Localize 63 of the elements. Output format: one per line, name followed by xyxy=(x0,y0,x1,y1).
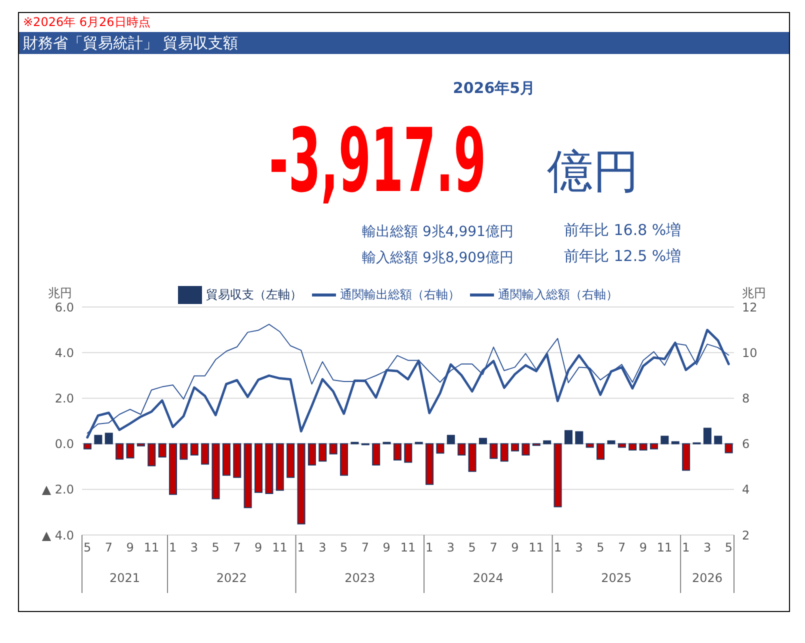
chart-title: 財務省「貿易統計」 貿易収支額 xyxy=(19,32,789,54)
x-tick-label: 5 xyxy=(340,540,348,555)
legend-label: 貿易収支（左軸） xyxy=(206,287,302,302)
text: 2024 xyxy=(472,571,504,585)
x-tick-label: 7 xyxy=(361,540,370,555)
y-tick-label: 2.0 xyxy=(54,391,74,406)
x-tick-label: 1 xyxy=(554,540,562,555)
x-tick-label: 5 xyxy=(212,540,220,555)
x-tick-label: 7 xyxy=(233,540,241,555)
x-tick-label: 5 xyxy=(724,540,732,555)
x-tick-label: 1 xyxy=(297,540,305,555)
text: 輸入総額 9兆8,909億円 xyxy=(362,249,514,267)
text: 輸出総額 9兆4,991億円 xyxy=(362,223,514,241)
x-tick-label: 3 xyxy=(190,540,198,555)
x-tick-label: 9 xyxy=(639,540,647,555)
x-tick-label: 3 xyxy=(446,540,455,555)
y2-tick-label: 6 xyxy=(742,437,750,452)
text: 2023 xyxy=(344,571,376,585)
text: 前年比 12.5 %増 xyxy=(564,247,682,266)
x-tick-label: 11 xyxy=(272,540,288,555)
x-tick-label: 11 xyxy=(400,540,416,555)
x-tick-label: 9 xyxy=(254,540,262,555)
y2-tick-label: 10 xyxy=(742,346,758,360)
x-tick-label: 5 xyxy=(84,540,92,555)
y-tick-label: ▲ 2.0 xyxy=(42,482,74,497)
text: 前年比 16.8 %増 xyxy=(564,221,682,240)
y-axis-title: 兆円 xyxy=(48,286,72,300)
text: 億円 xyxy=(547,143,639,200)
legend-label: 通関輸出総額（右軸） xyxy=(340,287,460,302)
x-tick-label: 7 xyxy=(618,540,626,555)
x-tick-label: 5 xyxy=(596,540,604,555)
x-tick-label: 1 xyxy=(169,540,177,555)
x-tick-label: 11 xyxy=(656,540,672,555)
x-tick-label: 5 xyxy=(468,540,476,555)
y2-tick-label: 2 xyxy=(742,528,750,542)
x-tick-label: 11 xyxy=(528,540,544,555)
x-tick-label: 7 xyxy=(104,540,113,555)
chart-subtitle: 2026年5月 xyxy=(452,79,536,98)
x-tick-label: 9 xyxy=(126,540,134,555)
x-tick-label: 1 xyxy=(682,540,690,555)
text: 2025 xyxy=(601,571,632,585)
x-tick-label: 7 xyxy=(490,540,498,555)
x-tick-label: 1 xyxy=(426,540,434,555)
text: 2026 xyxy=(692,571,723,585)
y-tick-label: 4.0 xyxy=(54,346,74,360)
y2-axis-title: 兆円 xyxy=(742,286,766,300)
x-tick-label: 3 xyxy=(575,540,583,555)
y-tick-label: 0.0 xyxy=(54,437,74,452)
x-tick-label: 3 xyxy=(703,540,712,555)
text: 2021 xyxy=(109,571,140,585)
y-tick-label: ▲ 4.0 xyxy=(42,528,74,542)
x-tick-label: 9 xyxy=(511,540,519,555)
x-tick-label: 3 xyxy=(318,540,326,555)
legend-label: 通関輸入総額（右軸） xyxy=(498,287,618,302)
text: ※2026年 6月26日時点 xyxy=(23,14,150,31)
y2-tick-label: 8 xyxy=(742,391,750,406)
y2-tick-label: 12 xyxy=(742,300,758,314)
y2-tick-label: 4 xyxy=(742,482,750,497)
x-tick-label: 9 xyxy=(382,540,390,555)
text: 2022 xyxy=(216,571,247,585)
x-tick-label: 11 xyxy=(144,540,160,555)
text: -3,917.9 xyxy=(269,109,486,212)
y-tick-label: 6.0 xyxy=(54,300,74,314)
